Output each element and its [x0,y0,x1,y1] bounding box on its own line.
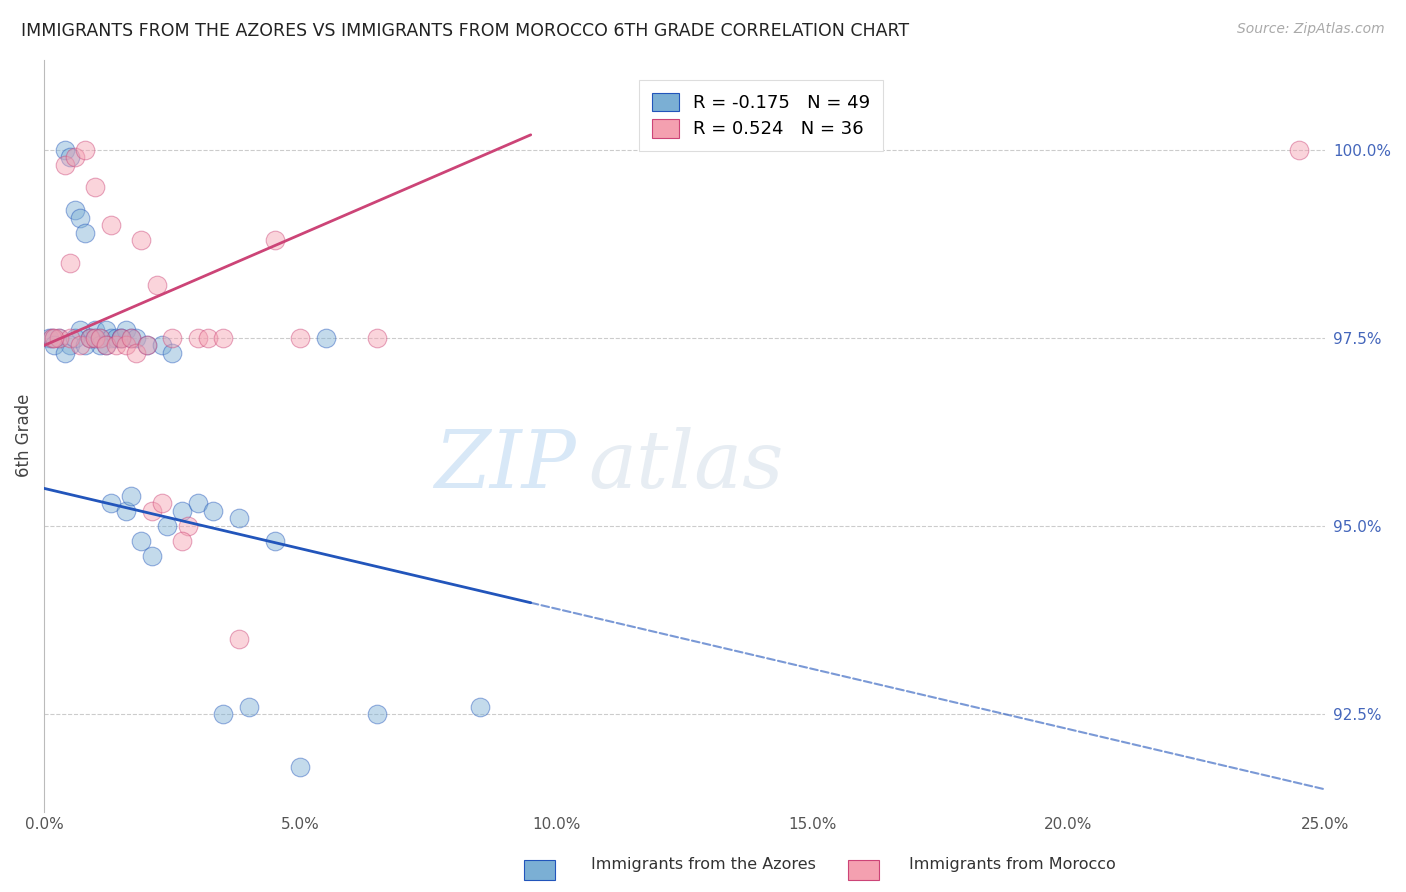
Point [63,150,86,164]
Point [150,338,173,352]
Text: IMMIGRANTS FROM THE AZORES VS IMMIGRANTS FROM MOROCCO 6TH GRADE CORRELATION CHAR: IMMIGRANTS FROM THE AZORES VS IMMIGRANTS… [21,22,910,40]
Point [89,331,111,345]
Text: atlas: atlas [588,427,783,505]
Point [131,534,153,549]
Point [53,143,76,157]
Point [69,211,91,225]
Point [94,323,117,337]
Point [59,150,82,164]
Point [115,338,138,352]
Text: Immigrants from the Azores: Immigrants from the Azores [591,857,815,872]
Point [187,496,209,510]
Point [100,331,122,345]
Point [79,331,101,345]
Point [84,331,107,345]
Point [75,226,97,240]
Y-axis label: 6th Grade: 6th Grade [15,394,32,477]
Point [63,202,86,217]
Point [44,338,66,352]
Point [48,331,70,345]
Point [69,338,91,352]
Point [156,519,179,533]
Point [53,346,76,360]
Point [146,278,169,293]
Point [75,143,97,157]
Point [75,338,97,352]
Point [150,496,173,510]
Point [38,331,60,345]
Point [228,511,250,525]
Text: Source: ZipAtlas.com: Source: ZipAtlas.com [1237,22,1385,37]
Point [315,331,337,345]
Point [366,331,388,345]
Point [110,331,132,345]
Point [290,760,312,774]
Point [100,496,122,510]
Point [104,331,127,345]
Point [84,180,107,194]
Point [41,331,63,345]
Point [59,338,82,352]
Point [110,331,132,345]
Point [290,331,312,345]
Point [160,331,183,345]
Point [125,346,148,360]
Point [1288,143,1310,157]
Point [263,233,285,247]
Point [120,331,142,345]
Point [366,707,388,722]
Point [89,331,111,345]
Text: ZIP: ZIP [434,427,575,505]
Point [212,331,235,345]
Point [141,504,163,518]
Point [100,218,122,232]
Point [238,699,260,714]
Point [172,504,194,518]
Point [212,707,235,722]
Point [120,489,142,503]
Point [69,323,91,337]
Point [120,331,142,345]
Point [141,549,163,563]
Point [63,331,86,345]
Point [176,519,198,533]
Point [125,331,148,345]
Point [115,504,138,518]
Point [84,331,107,345]
Point [115,323,138,337]
Point [468,699,491,714]
Point [135,338,157,352]
Point [94,338,117,352]
Point [59,331,82,345]
Point [187,331,209,345]
Point [263,534,285,549]
Point [197,331,219,345]
Point [48,331,70,345]
Point [135,338,157,352]
Point [84,323,107,337]
Point [79,331,101,345]
Point [131,233,153,247]
Point [79,331,101,345]
Point [160,346,183,360]
Point [44,331,66,345]
Point [41,331,63,345]
Text: Immigrants from Morocco: Immigrants from Morocco [908,857,1116,872]
Point [59,256,82,270]
Point [202,504,225,518]
Point [110,331,132,345]
Point [89,338,111,352]
Point [104,338,127,352]
Legend: R = -0.175   N = 49, R = 0.524   N = 36: R = -0.175 N = 49, R = 0.524 N = 36 [640,80,883,151]
Point [53,158,76,172]
Point [228,632,250,646]
Point [172,534,194,549]
Point [94,338,117,352]
